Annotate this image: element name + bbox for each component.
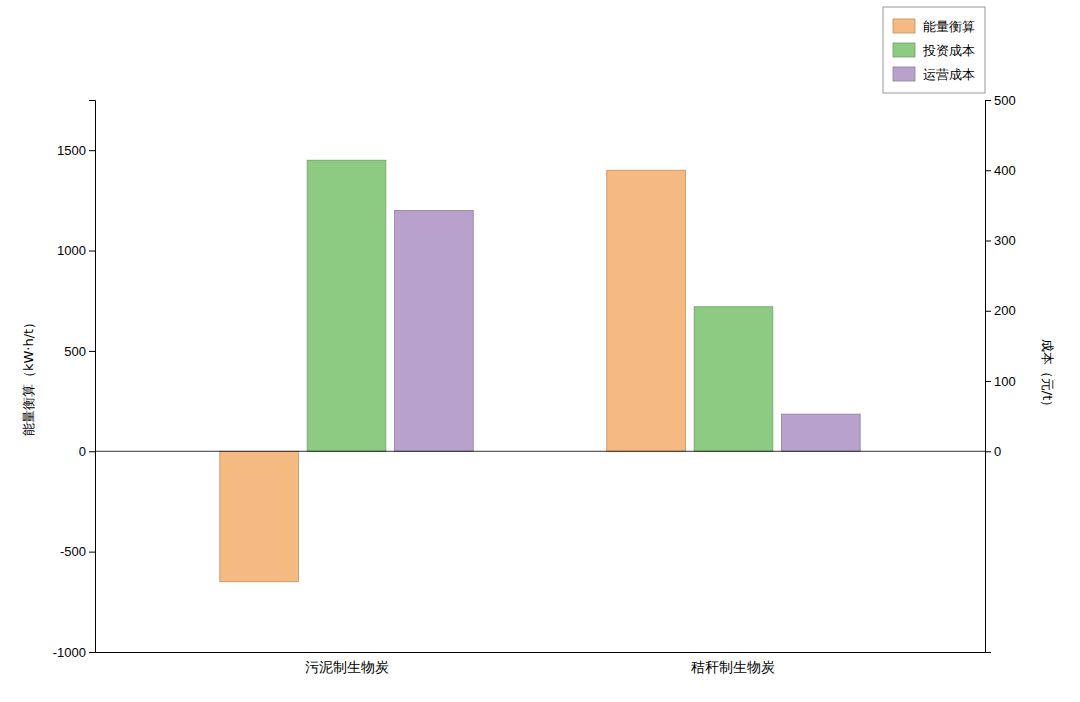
tick-mark	[985, 311, 991, 312]
tick-mark	[89, 552, 95, 553]
tick-mark	[985, 170, 991, 171]
bar	[782, 414, 861, 451]
tick-label: 1000	[57, 243, 86, 258]
legend-item: 投资成本	[893, 43, 975, 58]
plot-area	[220, 160, 860, 582]
legend-swatch	[893, 67, 915, 81]
tick-mark	[89, 451, 95, 452]
tick-label: 500	[64, 344, 86, 359]
axis-line	[986, 101, 992, 653]
chart: -1000 -500 0 500 1000 1500 0 100 200 300 400 500 污泥制…	[0, 0, 1080, 702]
tick: 100	[985, 374, 1016, 389]
tick: -1000	[53, 645, 95, 660]
tick-label: 500	[994, 93, 1016, 108]
tick-label: -500	[60, 544, 86, 559]
bar	[307, 160, 386, 451]
legend-frame	[883, 7, 985, 93]
bar	[395, 210, 474, 451]
tick-label: -1000	[53, 645, 86, 660]
tick-label: 400	[994, 163, 1016, 178]
tick: 200	[985, 303, 1016, 318]
tick: 300	[985, 233, 1016, 248]
y-axis: -1000 -500 0 500 1000 1500	[53, 101, 96, 660]
tick-label: 0	[994, 444, 1001, 459]
tick-mark	[985, 100, 991, 101]
legend-label: 投资成本	[922, 43, 975, 58]
tick: 秸秆制生物炭	[691, 659, 775, 675]
x-axis: 污泥制生物炭 秸秆制生物炭	[96, 653, 986, 675]
tick: -500	[60, 544, 95, 559]
y-axis-title: 能量衡算（kW·h/t）	[21, 316, 36, 436]
legend-item: 运营成本	[893, 67, 975, 82]
legend-swatch	[893, 19, 915, 33]
tick-mark	[985, 381, 991, 382]
tick-label: 秸秆制生物炭	[691, 659, 775, 675]
tick: 1500	[57, 143, 95, 158]
bar	[694, 307, 773, 452]
tick: 500	[985, 93, 1016, 108]
tick-mark	[89, 251, 95, 252]
tick: 400	[985, 163, 1016, 178]
bar	[220, 451, 299, 581]
legend-swatch	[893, 43, 915, 57]
tick-label: 300	[994, 233, 1016, 248]
tick-mark	[89, 150, 95, 151]
tick-label: 200	[994, 303, 1016, 318]
tick-mark	[985, 241, 991, 242]
tick-label: 1500	[57, 143, 86, 158]
bar	[607, 170, 686, 451]
axis-line	[89, 101, 96, 653]
legend: 能量衡算投资成本运营成本	[883, 7, 985, 93]
axis-line	[96, 652, 986, 653]
tick-label: 0	[79, 444, 86, 459]
tick-mark	[89, 652, 95, 653]
tick: 1000	[57, 243, 95, 258]
tick-mark	[89, 351, 95, 352]
legend-item: 能量衡算	[893, 19, 975, 34]
legend-label: 运营成本	[923, 67, 975, 82]
tick: 500	[64, 344, 95, 359]
tick: 污泥制生物炭	[305, 659, 389, 675]
y2-axis-title: 成本（元/t）	[1040, 339, 1055, 413]
tick: 0	[79, 444, 95, 459]
y2-axis: 0 100 200 300 400 500	[985, 93, 1016, 653]
tick: 0	[985, 444, 1001, 459]
tick-label: 100	[994, 374, 1016, 389]
tick-label: 污泥制生物炭	[305, 659, 389, 675]
zero-line	[95, 451, 985, 452]
tick-mark	[985, 451, 991, 452]
legend-label: 能量衡算	[923, 19, 975, 34]
